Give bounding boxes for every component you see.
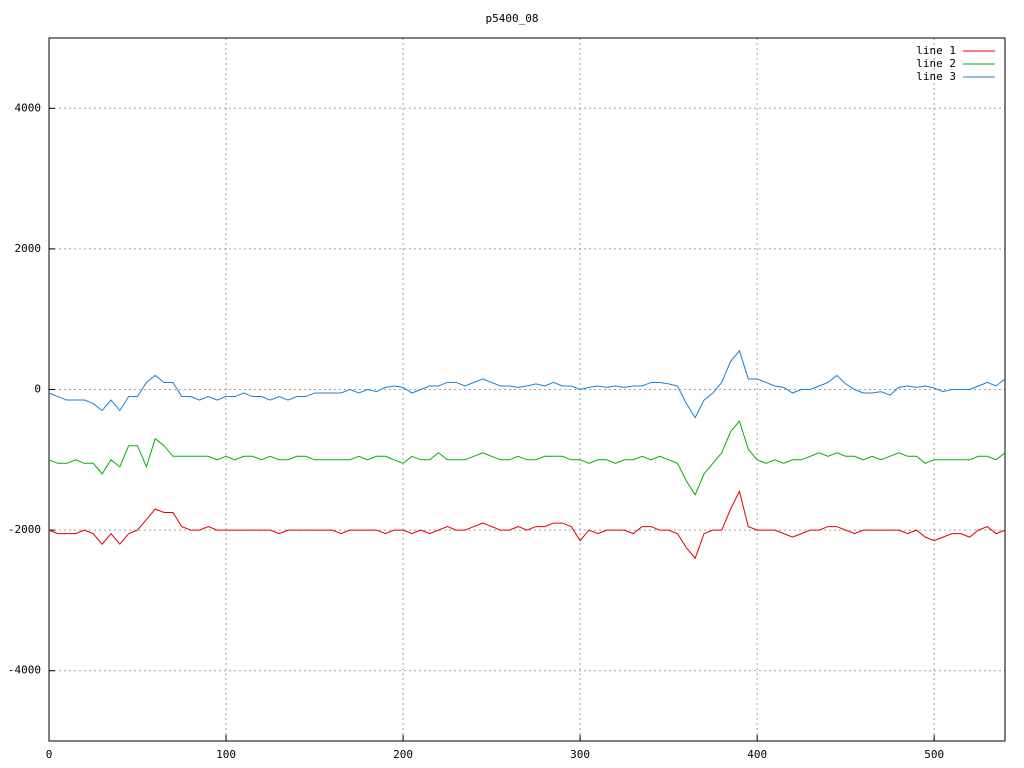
legend-label: line 1	[916, 44, 956, 57]
y-tick-label: 2000	[15, 242, 42, 255]
legend-label: line 3	[916, 70, 956, 83]
data-line	[48, 490, 1006, 560]
x-tick-label: 200	[393, 748, 413, 761]
plot-border	[48, 37, 1006, 742]
data-line	[48, 420, 1006, 497]
x-tick-label: 400	[747, 748, 767, 761]
x-tick-label: 100	[216, 748, 236, 761]
x-tick-label: 0	[46, 748, 53, 761]
y-tick-label: -2000	[8, 523, 41, 536]
chart-title: p5400_08	[486, 12, 539, 25]
data-line	[48, 349, 1006, 419]
legend-label: line 2	[916, 57, 956, 70]
y-tick-label: 4000	[15, 101, 42, 114]
x-tick-label: 300	[570, 748, 590, 761]
x-tick-label: 500	[924, 748, 944, 761]
y-tick-label: 0	[34, 383, 41, 396]
y-tick-label: -4000	[8, 664, 41, 677]
